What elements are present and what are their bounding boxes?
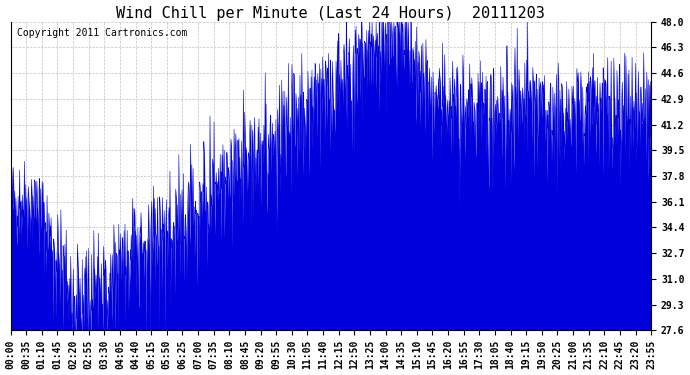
Text: Copyright 2011 Cartronics.com: Copyright 2011 Cartronics.com <box>17 28 188 38</box>
Title: Wind Chill per Minute (Last 24 Hours)  20111203: Wind Chill per Minute (Last 24 Hours) 20… <box>117 6 545 21</box>
